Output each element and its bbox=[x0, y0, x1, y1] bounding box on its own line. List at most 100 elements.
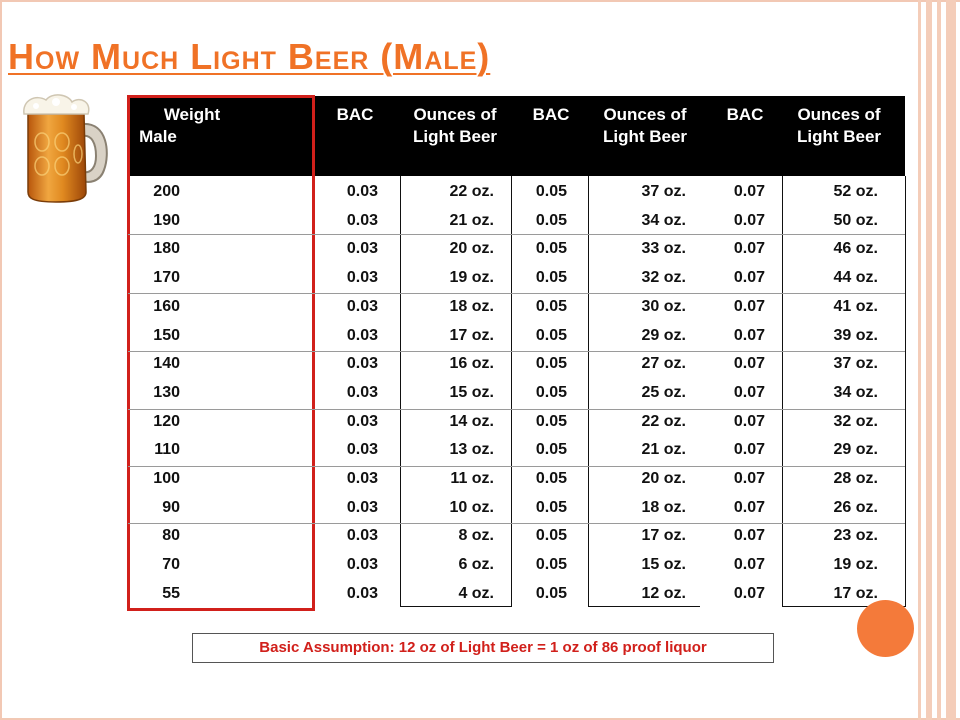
cell-ounces-bac-007: 41 oz. bbox=[833, 297, 878, 315]
cell-weight: 130 bbox=[153, 383, 180, 401]
slide-frame-bottom bbox=[0, 718, 960, 720]
row-group-separator bbox=[128, 351, 905, 352]
cell-weight: 200 bbox=[153, 183, 180, 200]
cell-bac-003: 0.03 bbox=[346, 527, 378, 545]
cell-weight: 120 bbox=[153, 412, 180, 430]
cell-bac-007: 0.07 bbox=[733, 183, 765, 200]
cell-ounces-bac-007: 46 oz. bbox=[833, 240, 878, 258]
cell-ounces-bac-005: 30 oz. bbox=[641, 297, 686, 315]
cell-ounces-bac-003: 10 oz. bbox=[449, 498, 494, 516]
cell-ounces-bac-005: 25 oz. bbox=[641, 383, 686, 401]
cell-bac-007: 0.07 bbox=[733, 269, 765, 287]
beer-mug-icon bbox=[23, 94, 108, 203]
cell-bac-007: 0.07 bbox=[733, 412, 765, 430]
cell-ounces-bac-007: 17 oz. bbox=[833, 584, 878, 602]
cell-ounces-bac-003: 22 oz. bbox=[449, 183, 494, 200]
slide-title: How Much Light Beer (Male) bbox=[8, 36, 491, 77]
cell-bac-007: 0.07 bbox=[733, 355, 765, 373]
cell-ounces-bac-005: 20 oz. bbox=[641, 470, 686, 487]
cell-bac-003: 0.03 bbox=[346, 211, 378, 229]
cell-bac-007: 0.07 bbox=[733, 527, 765, 545]
cell-ounces-bac-005: 21 oz. bbox=[641, 441, 686, 459]
cell-ounces-bac-003: 20 oz. bbox=[449, 240, 494, 258]
cell-weight: 70 bbox=[162, 556, 180, 574]
cell-ounces-bac-003: 6 oz. bbox=[458, 556, 494, 574]
cell-ounces-bac-007: 44 oz. bbox=[833, 269, 878, 287]
cell-ounces-bac-003: 19 oz. bbox=[449, 269, 494, 287]
cell-bac-007: 0.07 bbox=[733, 556, 765, 574]
cell-ounces-bac-005: 27 oz. bbox=[641, 355, 686, 373]
header-ounces-3-line1: Ounces of bbox=[797, 105, 881, 124]
cell-bac-005: 0.05 bbox=[535, 326, 567, 344]
cell-bac-007: 0.07 bbox=[733, 297, 765, 315]
cell-ounces-bac-007: 52 oz. bbox=[833, 183, 878, 200]
cell-bac-005: 0.05 bbox=[535, 498, 567, 516]
cell-bac-003: 0.03 bbox=[346, 441, 378, 459]
cell-bac-003: 0.03 bbox=[346, 383, 378, 401]
decorative-circle bbox=[857, 600, 914, 657]
cell-bac-007: 0.07 bbox=[733, 441, 765, 459]
cell-bac-007: 0.07 bbox=[733, 383, 765, 401]
cell-bac-005: 0.05 bbox=[535, 556, 567, 574]
cell-weight: 100 bbox=[153, 470, 180, 487]
cell-bac-003: 0.03 bbox=[346, 584, 378, 602]
cell-bac-005: 0.05 bbox=[535, 584, 567, 602]
cell-ounces-bac-007: 28 oz. bbox=[833, 470, 878, 487]
cell-ounces-bac-007: 19 oz. bbox=[833, 556, 878, 574]
table-header-band bbox=[128, 96, 905, 176]
header-weight: Weight bbox=[140, 104, 244, 126]
cell-bac-005: 0.05 bbox=[535, 297, 567, 315]
cell-ounces-bac-003: 13 oz. bbox=[449, 441, 494, 459]
cell-bac-003: 0.03 bbox=[346, 269, 378, 287]
cell-bac-007: 0.07 bbox=[733, 498, 765, 516]
header-ounces-2-line1: Ounces of bbox=[603, 105, 687, 124]
row-group-separator bbox=[128, 409, 905, 410]
cell-ounces-bac-003: 4 oz. bbox=[458, 584, 494, 602]
header-ounces-2-line2: Light Beer bbox=[602, 127, 688, 146]
row-group-separator bbox=[128, 293, 905, 294]
cell-weight: 90 bbox=[162, 498, 180, 516]
cell-ounces-bac-007: 26 oz. bbox=[833, 498, 878, 516]
cell-bac-005: 0.05 bbox=[535, 412, 567, 430]
cell-bac-005: 0.05 bbox=[535, 441, 567, 459]
slide-frame-top bbox=[0, 0, 960, 2]
header-weight-line1: Weight bbox=[163, 105, 221, 124]
cell-bac-005: 0.05 bbox=[535, 211, 567, 229]
cell-ounces-bac-005: 17 oz. bbox=[641, 527, 686, 545]
cell-bac-003: 0.03 bbox=[346, 240, 378, 258]
slide-frame-left bbox=[0, 0, 2, 720]
cell-bac-003: 0.03 bbox=[346, 183, 378, 200]
cell-ounces-bac-007: 34 oz. bbox=[833, 383, 878, 401]
header-ounces-1: Ounces of Light Beer bbox=[398, 104, 512, 148]
decorative-stripe bbox=[946, 0, 956, 720]
header-weight-sub: Male bbox=[138, 126, 178, 148]
cell-bac-003: 0.03 bbox=[346, 355, 378, 373]
cell-bac-005: 0.05 bbox=[535, 355, 567, 373]
header-bac-2: BAC bbox=[532, 105, 570, 124]
cell-ounces-bac-007: 23 oz. bbox=[833, 527, 878, 545]
cell-ounces-bac-003: 21 oz. bbox=[449, 211, 494, 229]
ounces-column-1-outline bbox=[400, 176, 512, 607]
cell-bac-005: 0.05 bbox=[535, 183, 567, 200]
header-ounces-3-line2: Light Beer bbox=[796, 127, 882, 146]
assumption-note: Basic Assumption: 12 oz of Light Beer = … bbox=[192, 633, 774, 663]
row-group-separator bbox=[128, 523, 905, 524]
cell-ounces-bac-003: 14 oz. bbox=[449, 412, 494, 430]
decorative-stripe bbox=[926, 0, 932, 720]
header-ounces-1-line2: Light Beer bbox=[412, 127, 498, 146]
cell-bac-003: 0.03 bbox=[346, 470, 378, 487]
header-ounces-2: Ounces of Light Beer bbox=[588, 104, 702, 148]
cell-ounces-bac-005: 15 oz. bbox=[641, 556, 686, 574]
cell-ounces-bac-005: 22 oz. bbox=[641, 412, 686, 430]
cell-ounces-bac-003: 11 oz. bbox=[450, 470, 494, 487]
cell-ounces-bac-005: 33 oz. bbox=[641, 240, 686, 258]
cell-bac-005: 0.05 bbox=[535, 240, 567, 258]
cell-bac-003: 0.03 bbox=[346, 556, 378, 574]
cell-bac-003: 0.03 bbox=[346, 326, 378, 344]
header-bac-1: BAC bbox=[336, 105, 374, 124]
cell-weight: 150 bbox=[153, 326, 180, 344]
cell-weight: 80 bbox=[162, 527, 180, 545]
cell-ounces-bac-007: 32 oz. bbox=[833, 412, 878, 430]
cell-ounces-bac-003: 15 oz. bbox=[449, 383, 494, 401]
cell-bac-003: 0.03 bbox=[346, 297, 378, 315]
